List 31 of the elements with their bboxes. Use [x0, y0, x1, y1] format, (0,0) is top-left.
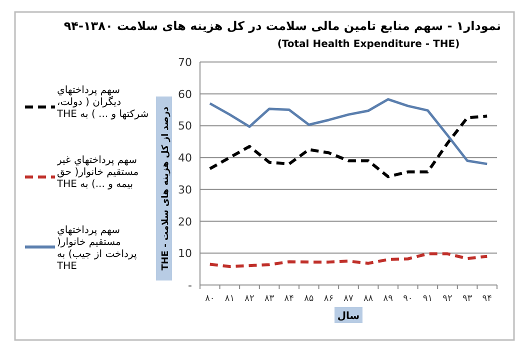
x-tick-label: ۸۰ [205, 294, 215, 304]
x-tick-label: ۸۶ [324, 294, 334, 304]
y-axis-title: درصد از کل هزینه های سلامت - THE [161, 106, 171, 270]
y-tick-label: 40 [178, 152, 192, 165]
x-tick-label: ۸۸ [363, 294, 374, 304]
line-series [208, 114, 489, 178]
line-series [208, 98, 488, 166]
x-tick-label: ۸۲ [244, 294, 254, 304]
line-series [208, 252, 489, 268]
x-tick-label: ۹۴ [482, 294, 492, 304]
x-tick-label: ۸۳ [264, 294, 274, 304]
x-tick-label: ۸۴ [284, 294, 294, 304]
x-tick-label: ۹۰ [403, 294, 413, 304]
x-tick-label: ۹۱ [422, 294, 433, 304]
x-tick-label: ۹۲ [442, 294, 452, 304]
chart-subtitle: (Total Health Expenditure - THE) [277, 39, 460, 50]
y-tick-label: 70 [178, 56, 192, 69]
x-tick-label: ۹۳ [462, 294, 472, 304]
x-tick-label: ۸۹ [383, 294, 394, 304]
chart-title: نمودار۱ - سهم منابع تامین مالی سلامت در کل هزینه های سلامت ۱۳۸۰-۹۴ [64, 19, 501, 33]
x-tick-label: ۸۱ [224, 294, 235, 304]
y-tick-label: 10 [178, 247, 192, 260]
y-tick-label: 60 [178, 88, 192, 101]
legend-label: سهم پرداختهاي ديگران ( دولت، شركتها و ... ) به THE [57, 85, 150, 121]
y-tick-label: 50 [178, 120, 192, 133]
y-tick-label: 20 [178, 215, 192, 228]
x-axis-title: سال [337, 311, 360, 322]
y-tick-label: - [188, 279, 192, 292]
y-tick-label: 30 [178, 183, 192, 196]
x-tick-label: ۸۵ [304, 294, 314, 304]
x-tick-label: ۸۷ [344, 294, 354, 304]
